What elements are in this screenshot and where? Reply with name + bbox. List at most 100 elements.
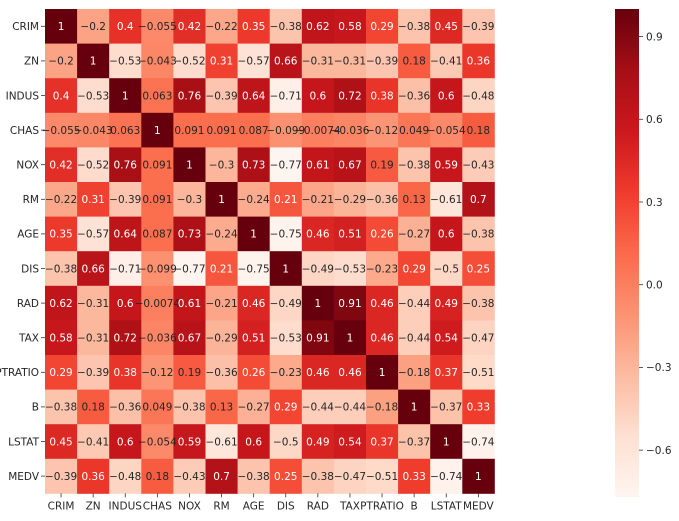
heatmap-cell <box>462 78 495 114</box>
heatmap-cell <box>237 112 271 148</box>
cell-value-label: −0.77 <box>270 160 302 172</box>
heatmap-cell <box>301 216 335 252</box>
cell-value-label: −0.53 <box>270 333 302 345</box>
y-tick-label: INDUS <box>6 90 40 102</box>
cell-value-label: −0.27 <box>238 402 270 414</box>
cell-value-label: 0.61 <box>306 160 329 172</box>
cell-value-label: −0.49 <box>270 298 302 310</box>
y-tick-label: LSTAT <box>8 436 39 448</box>
cell-value-label: 0.58 <box>49 333 72 345</box>
cell-value-label: 0.7 <box>470 194 487 206</box>
heatmap-cell <box>462 182 495 217</box>
heatmap-cell <box>301 458 335 494</box>
heatmap-cell <box>430 458 463 494</box>
colorbar-tick-label: −0.3 <box>646 362 672 374</box>
y-tick-label: AGE <box>17 229 39 241</box>
cell-value-label: 0.18 <box>402 56 425 68</box>
heatmap-cell <box>366 389 399 425</box>
heatmap-cell <box>269 458 303 494</box>
cell-value-label: 0.19 <box>178 367 201 379</box>
heatmap-cell <box>301 9 335 44</box>
heatmap-cell <box>366 251 399 287</box>
cell-value-label: −0.43 <box>173 471 205 483</box>
heatmap-cell <box>366 9 399 44</box>
heatmap-cell <box>366 147 399 183</box>
cell-value-label: 0.76 <box>114 160 138 172</box>
heatmap-cell <box>237 355 271 390</box>
heatmap-cell <box>333 43 367 79</box>
heatmap-cell <box>109 112 142 148</box>
heatmap-cell <box>173 424 206 460</box>
cell-value-label: −0.53 <box>109 56 141 68</box>
cell-value-label: −0.38 <box>238 471 270 483</box>
x-tick-label: TAX <box>339 500 360 512</box>
heatmap-cell <box>398 389 431 425</box>
heatmap-cell <box>45 389 78 425</box>
heatmap-cell <box>301 78 335 114</box>
heatmap-cell <box>430 320 463 356</box>
cell-value-label: 0.72 <box>338 90 361 102</box>
heatmap-cell <box>366 355 399 390</box>
heatmap-cell <box>366 424 399 460</box>
cell-value-label: 0.58 <box>338 21 361 33</box>
cell-value-label: 0.64 <box>114 229 138 241</box>
heatmap-cell <box>269 424 303 460</box>
heatmap-cell <box>173 320 206 356</box>
cell-value-label: −0.38 <box>45 263 77 275</box>
cell-value-label: 0.31 <box>210 56 233 68</box>
heatmap-cell <box>398 251 431 287</box>
cell-value-label: 0.64 <box>242 90 266 102</box>
cell-value-label: 0.45 <box>435 21 458 33</box>
heatmap-cell <box>77 355 110 390</box>
cell-value-label: −0.24 <box>238 194 270 206</box>
heatmap-cell <box>301 112 335 148</box>
cell-value-label: −0.12 <box>141 367 173 379</box>
heatmap-cell <box>173 112 206 148</box>
x-tick-label: LSTAT <box>431 500 462 512</box>
heatmap-cell <box>430 389 463 425</box>
heatmap-cell <box>173 78 206 114</box>
heatmap-cell <box>366 285 399 321</box>
heatmap-cell <box>109 424 142 460</box>
cell-value-label: −0.22 <box>205 21 237 33</box>
heatmap-cell <box>173 182 206 217</box>
y-axis-ticks: CRIM ZN INDUS CHAS NOX RM AGE DIS RAD TAX PTRATIO B… <box>0 21 45 483</box>
heatmap-cell <box>269 251 303 287</box>
heatmap-cell <box>430 147 463 183</box>
heatmap-cell <box>269 355 303 390</box>
heatmap-cell <box>77 216 110 252</box>
cell-value-label: −0.24 <box>205 229 237 241</box>
x-tick-label: CRIM <box>48 500 75 512</box>
cell-value-label: 0.063 <box>142 90 172 102</box>
heatmap-cell <box>398 43 431 79</box>
x-tick-label: PTRATIO <box>360 500 404 512</box>
cell-value-label: −0.39 <box>366 56 398 68</box>
cell-value-label: −0.71 <box>270 90 302 102</box>
heatmap-cell <box>269 216 303 252</box>
y-tick-label: CRIM <box>12 21 39 33</box>
cell-value-label: −0.38 <box>45 402 77 414</box>
cell-value-label: 1 <box>122 90 129 102</box>
cell-value-label: 0.42 <box>178 21 201 33</box>
heatmap-cell <box>173 251 206 287</box>
cell-value-label: 0.18 <box>467 125 490 137</box>
heatmap-cell <box>205 112 238 148</box>
cell-value-label: −0.47 <box>462 333 494 345</box>
heatmap-cell <box>462 43 495 79</box>
cell-value-label: −0.27 <box>398 229 430 241</box>
heatmap-cell <box>269 182 303 217</box>
cell-value-label: 1 <box>250 229 257 241</box>
heatmap-cell <box>45 112 78 148</box>
cell-value-label: −0.75 <box>238 263 270 275</box>
heatmap-cell <box>109 355 142 390</box>
cell-value-label: −0.31 <box>302 56 334 68</box>
heatmap-cell <box>109 285 142 321</box>
cell-value-label: −0.38 <box>462 229 494 241</box>
heatmap-cell <box>45 251 78 287</box>
y-tick-label: RM <box>23 194 39 206</box>
cell-value-label: −0.099 <box>266 125 305 137</box>
cell-value-label: −0.74 <box>462 436 494 448</box>
cell-value-label: 0.66 <box>274 56 298 68</box>
heatmap-cell <box>45 147 78 183</box>
